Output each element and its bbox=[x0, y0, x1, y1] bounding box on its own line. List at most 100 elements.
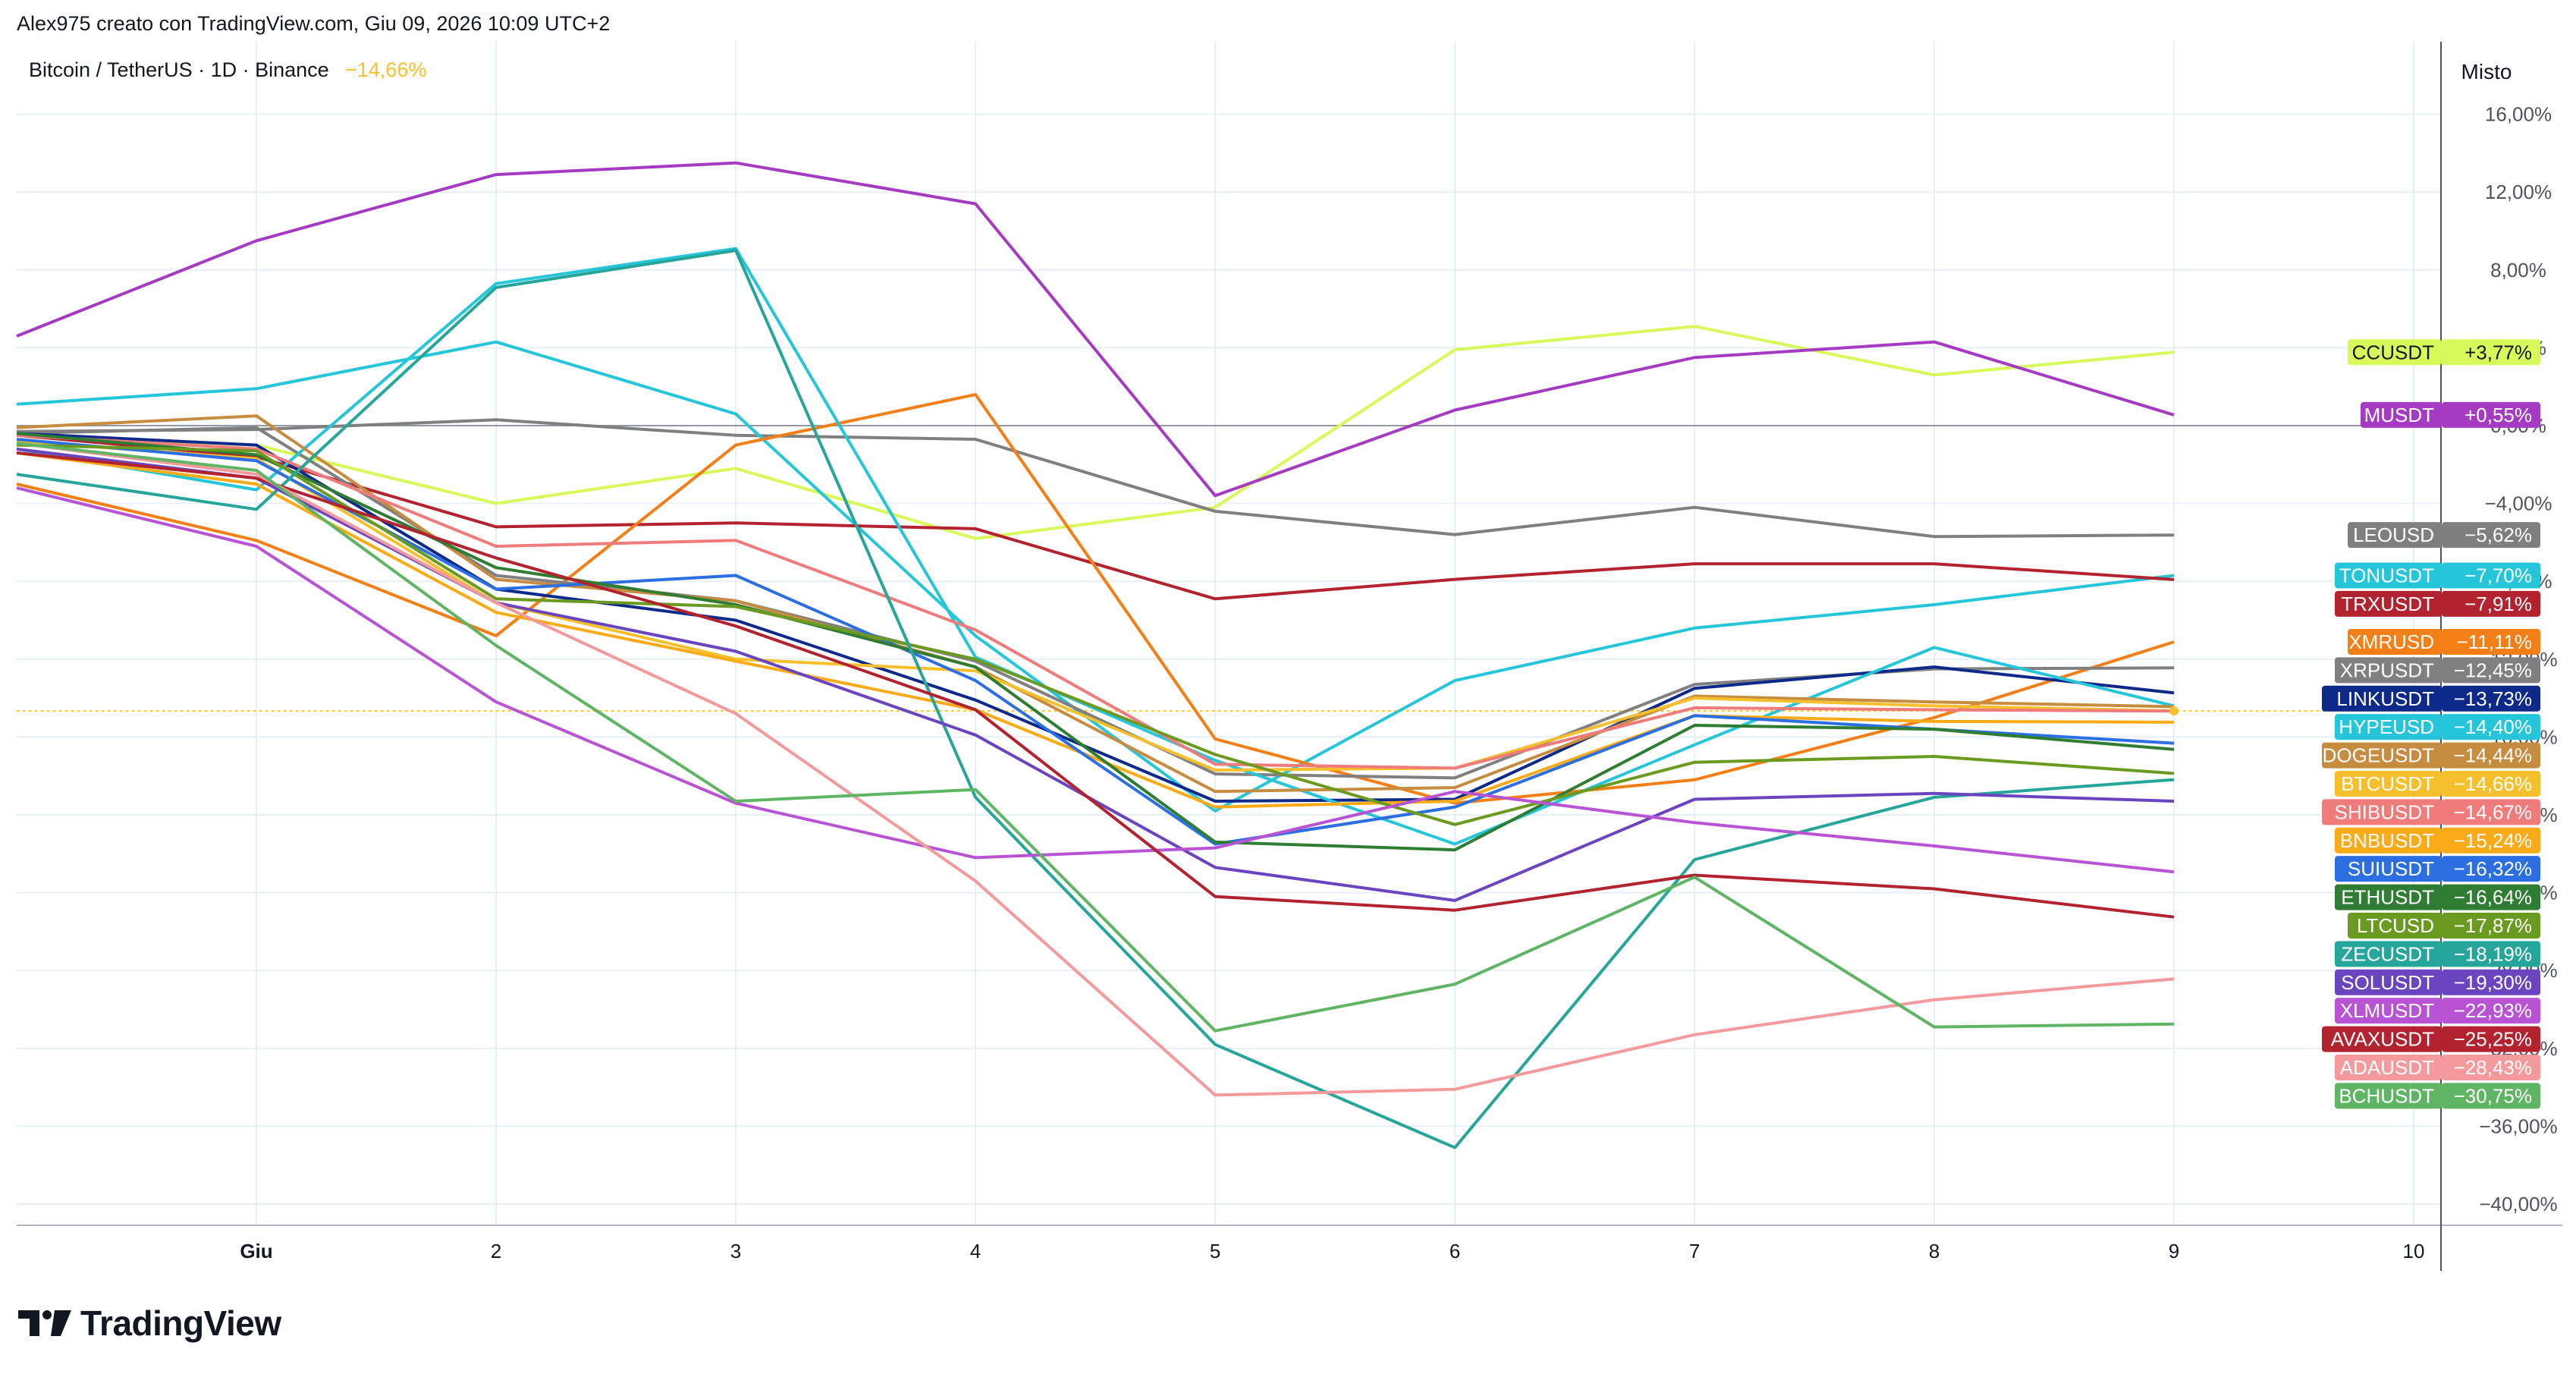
label-symbol-bg bbox=[2335, 856, 2442, 882]
series-line-avaxusdt[interactable] bbox=[16, 451, 2175, 919]
label-symbol: DOGEUSDT bbox=[2323, 744, 2434, 767]
label-value-bg bbox=[2442, 799, 2540, 825]
last-value-label-suiusdt[interactable]: SUIUSDT −16,32% bbox=[2335, 856, 2540, 882]
last-value-label-tonusdt[interactable]: TONUSDT −7,70% bbox=[2335, 562, 2540, 589]
series-line-musdt[interactable] bbox=[16, 161, 2175, 498]
last-value-label-xmrusd[interactable]: XMRUSD −11,11% bbox=[2348, 628, 2540, 655]
series-line-bchusdt[interactable] bbox=[16, 442, 2175, 1033]
legend-change: −14,66% bbox=[345, 58, 426, 81]
label-symbol: LTCUSD bbox=[2357, 914, 2434, 937]
series-line-btcusdt[interactable] bbox=[16, 439, 2175, 772]
series-line-ltcusd[interactable] bbox=[16, 443, 2175, 826]
label-value: −14,40% bbox=[2454, 715, 2532, 738]
label-symbol: ZECUSDT bbox=[2341, 942, 2434, 965]
label-symbol-bg bbox=[2348, 522, 2442, 549]
last-value-label-ethusdt[interactable]: ETHUSDT −16,64% bbox=[2335, 884, 2540, 910]
label-value-bg bbox=[2442, 714, 2540, 740]
label-symbol-bg bbox=[2335, 884, 2442, 910]
last-value-label-btcusdt[interactable]: BTCUSDT −14,66% bbox=[2335, 770, 2540, 797]
label-value: −18,19% bbox=[2454, 942, 2532, 965]
series-line-linkusdt[interactable] bbox=[16, 432, 2175, 803]
last-value-label-bnbusdt[interactable]: BNBUSDT −15,24% bbox=[2335, 827, 2540, 854]
label-value-bg bbox=[2442, 1083, 2540, 1109]
label-value-bg bbox=[2442, 339, 2540, 366]
x-tick-label: 8 bbox=[1929, 1240, 1940, 1262]
x-tick-label: Giu bbox=[240, 1240, 272, 1262]
series-line-shibusdt[interactable] bbox=[16, 433, 2175, 770]
label-symbol: BTCUSDT bbox=[2341, 772, 2434, 795]
label-value: −16,64% bbox=[2454, 886, 2532, 909]
series-line-bnbusdt[interactable] bbox=[16, 451, 2175, 809]
last-value-label-musdt[interactable]: MUSDT +0,55% bbox=[2361, 401, 2540, 428]
last-value-label-xlmusdt[interactable]: XLMUSDT −22,93% bbox=[2335, 998, 2540, 1024]
series-line-trxusdt[interactable] bbox=[16, 433, 2175, 601]
series-line-ethusdt[interactable] bbox=[16, 432, 2175, 852]
label-symbol: ETHUSDT bbox=[2341, 886, 2434, 909]
legend-symbol[interactable]: Bitcoin / TetherUS · 1D · Binance bbox=[29, 58, 329, 81]
tradingview-brand[interactable]: TradingView bbox=[18, 1303, 281, 1344]
label-symbol: AVAXUSDT bbox=[2331, 1028, 2434, 1051]
label-symbol: XMRUSD bbox=[2348, 630, 2434, 653]
x-tick-label: 4 bbox=[970, 1240, 981, 1262]
last-value-label-linkusdt[interactable]: LINKUSDT −13,73% bbox=[2322, 685, 2540, 712]
last-value-label-hypeusd[interactable]: HYPEUSD −14,40% bbox=[2335, 714, 2540, 740]
label-value: −14,66% bbox=[2454, 772, 2532, 795]
label-symbol-bg bbox=[2335, 770, 2442, 797]
last-value-label-dogeusdt[interactable]: DOGEUSDT −14,44% bbox=[2322, 742, 2540, 769]
last-value-label-solusdt[interactable]: SOLUSDT −19,30% bbox=[2335, 969, 2540, 995]
label-symbol-bg bbox=[2335, 1083, 2442, 1109]
label-symbol-bg bbox=[2335, 657, 2442, 684]
last-value-label-avaxusdt[interactable]: AVAXUSDT −25,25% bbox=[2322, 1026, 2540, 1052]
last-value-label-shibusdt[interactable]: SHIBUSDT −14,67% bbox=[2322, 799, 2540, 825]
label-value-bg bbox=[2442, 590, 2540, 617]
label-value: −7,91% bbox=[2464, 593, 2532, 615]
last-value-label-bchusdt[interactable]: BCHUSDT −30,75% bbox=[2335, 1083, 2540, 1109]
label-symbol-bg bbox=[2335, 1054, 2442, 1080]
last-value-label-leousd[interactable]: LEOUSD −5,62% bbox=[2348, 522, 2540, 549]
y-tick-label: 12,00% bbox=[2485, 181, 2552, 203]
series-line-leousd[interactable] bbox=[16, 418, 2175, 539]
x-tick-label: 9 bbox=[2169, 1240, 2179, 1262]
x-tick-label: 3 bbox=[730, 1240, 741, 1262]
last-value-label-ltcusd[interactable]: LTCUSD −17,87% bbox=[2348, 912, 2540, 939]
series-line-adausdt[interactable] bbox=[16, 442, 2175, 1097]
label-value-bg bbox=[2442, 1054, 2540, 1080]
label-symbol: HYPEUSD bbox=[2339, 715, 2434, 738]
x-tick-label: 6 bbox=[1450, 1240, 1460, 1262]
last-value-label-zecusdt[interactable]: ZECUSDT −18,19% bbox=[2335, 941, 2540, 967]
last-value-label-xrpusdt[interactable]: XRPUSDT −12,45% bbox=[2335, 657, 2540, 684]
scale-mode-button[interactable]: Misto bbox=[2461, 60, 2512, 83]
label-value: +0,55% bbox=[2464, 404, 2532, 426]
y-tick-label: −36,00% bbox=[2479, 1115, 2557, 1137]
label-value-bg bbox=[2442, 522, 2540, 549]
label-value: −5,62% bbox=[2464, 524, 2532, 546]
series-line-suiusdt[interactable] bbox=[16, 438, 2175, 846]
last-value-label-ccusdt[interactable]: CCUSDT +3,77% bbox=[2348, 339, 2540, 366]
series-line-zecusdt[interactable] bbox=[16, 249, 2175, 1149]
series-line-xlmusdt[interactable] bbox=[16, 486, 2175, 874]
label-value: −11,11% bbox=[2456, 630, 2532, 653]
label-symbol-bg bbox=[2348, 912, 2442, 939]
series-line-tonusdt[interactable] bbox=[16, 340, 2175, 813]
label-symbol: TRXUSDT bbox=[2341, 593, 2434, 615]
label-value-bg bbox=[2442, 912, 2540, 939]
series-line-dogeusdt[interactable] bbox=[16, 414, 2175, 794]
x-tick-label: 10 bbox=[2403, 1240, 2425, 1262]
brand-name: TradingView bbox=[80, 1303, 281, 1343]
label-value: −30,75% bbox=[2454, 1084, 2532, 1107]
y-tick-label: 16,00% bbox=[2485, 103, 2552, 126]
last-value-label-adausdt[interactable]: ADAUSDT −28,43% bbox=[2335, 1054, 2540, 1080]
label-symbol: XLMUSDT bbox=[2340, 999, 2434, 1022]
label-symbol: LINKUSDT bbox=[2336, 687, 2434, 710]
label-symbol-bg bbox=[2335, 590, 2442, 617]
last-value-label-trxusdt[interactable]: TRXUSDT −7,91% bbox=[2335, 590, 2540, 617]
label-value: −16,32% bbox=[2454, 857, 2532, 880]
label-symbol-bg bbox=[2335, 827, 2442, 854]
label-symbol: TONUSDT bbox=[2339, 564, 2434, 587]
series-line-hypeusd[interactable] bbox=[16, 247, 2175, 846]
label-value-bg bbox=[2442, 969, 2540, 995]
series-line-xmrusd[interactable] bbox=[16, 393, 2175, 805]
series-line-solusdt[interactable] bbox=[16, 447, 2175, 902]
btc-last-point bbox=[2169, 706, 2179, 716]
